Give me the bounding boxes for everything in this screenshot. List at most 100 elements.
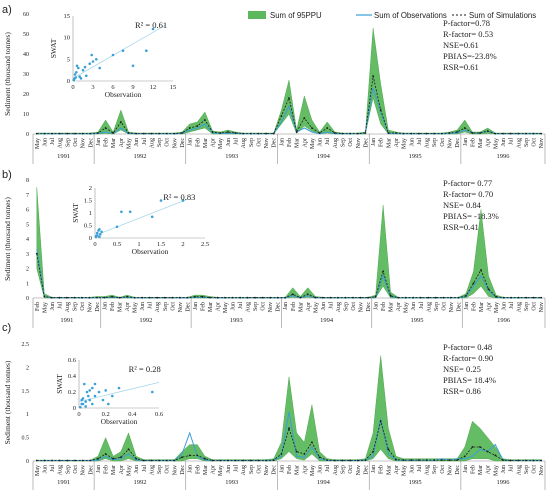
simulation-point bbox=[74, 459, 76, 462]
month-tick-label: Feb bbox=[381, 302, 387, 311]
inset-y-tick: 0 bbox=[73, 405, 76, 412]
month-tick-label: Jul bbox=[142, 465, 148, 472]
simulation-point bbox=[97, 132, 99, 134]
inset-point bbox=[73, 73, 77, 76]
simulation-point bbox=[433, 132, 436, 135]
month-tick-label: Jul bbox=[234, 138, 240, 145]
y-axis-label: Sediment (thousand tonnes) bbox=[3, 197, 12, 281]
simulation-point bbox=[457, 296, 460, 299]
month-tick-label: Nov bbox=[359, 302, 365, 312]
month-tick-label: Apr bbox=[306, 302, 312, 311]
simulation-point bbox=[135, 132, 138, 135]
simulation-point bbox=[224, 296, 226, 299]
simulation-point bbox=[495, 295, 497, 298]
simulation-point bbox=[216, 296, 219, 299]
month-tick-label: Dec bbox=[185, 302, 191, 312]
simulation-point bbox=[532, 459, 535, 462]
month-tick-label: Feb bbox=[470, 465, 476, 474]
month-tick-label: Feb bbox=[287, 138, 293, 147]
simulation-point bbox=[265, 459, 267, 462]
simulation-point bbox=[150, 459, 153, 462]
simulation-point bbox=[173, 459, 176, 462]
simulation-point bbox=[142, 459, 145, 462]
simulation-point bbox=[66, 132, 69, 135]
inset-point bbox=[79, 405, 82, 409]
simulation-point bbox=[188, 454, 191, 457]
simulation-point bbox=[291, 293, 294, 296]
simulation-point bbox=[372, 450, 374, 453]
simulation-point bbox=[272, 459, 275, 461]
simulation-point bbox=[165, 132, 168, 135]
y-tick-label: 1 bbox=[26, 412, 29, 418]
month-tick-label: Aug bbox=[241, 138, 247, 148]
inset-point bbox=[99, 233, 102, 236]
inset-point bbox=[150, 215, 154, 219]
simulation-point bbox=[395, 132, 397, 134]
month-tick-label: Jan bbox=[371, 465, 377, 473]
simulation-point bbox=[81, 296, 83, 299]
month-tick-label: Feb bbox=[104, 138, 110, 147]
y-tick-label: 50 bbox=[23, 32, 29, 38]
simulation-point bbox=[148, 296, 151, 299]
simulation-point bbox=[379, 109, 382, 111]
year-label: 1994 bbox=[317, 153, 331, 160]
simulation-point bbox=[66, 459, 69, 462]
simulation-point bbox=[344, 296, 347, 299]
month-tick-label: Jan bbox=[103, 302, 109, 310]
simulation-point bbox=[303, 453, 306, 455]
simulation-point bbox=[303, 117, 306, 119]
month-tick-label: Sep bbox=[157, 138, 163, 147]
month-tick-label: May bbox=[35, 138, 41, 149]
stat-line: RSR= 0.86 bbox=[443, 386, 481, 396]
simulation-point bbox=[356, 132, 359, 135]
simulation-point bbox=[372, 75, 374, 77]
month-tick-label: Apr bbox=[211, 465, 217, 474]
month-tick-label: Feb bbox=[35, 302, 41, 311]
y-tick-label: 0 bbox=[26, 132, 29, 138]
simulation-point bbox=[364, 132, 367, 134]
simulation-point bbox=[442, 296, 445, 299]
simulation-point bbox=[356, 459, 359, 462]
simulation-point bbox=[364, 459, 367, 461]
month-tick-label: Jan bbox=[279, 465, 285, 473]
inset-y-tick: 0 bbox=[67, 78, 70, 85]
month-tick-label: Jul bbox=[148, 302, 154, 309]
month-tick-label: May bbox=[402, 138, 408, 149]
month-tick-label: Nov bbox=[539, 138, 545, 148]
month-tick-label: Nov bbox=[88, 302, 94, 312]
simulation-point bbox=[479, 446, 481, 448]
simulation-point bbox=[540, 459, 543, 462]
legend-obs-label: Sum of Observations bbox=[374, 11, 447, 20]
month-tick-label: Jan bbox=[464, 302, 470, 310]
month-tick-label: Sep bbox=[344, 302, 350, 311]
month-tick-label: May bbox=[218, 465, 224, 476]
simulation-point bbox=[171, 296, 174, 299]
inset-y-tick: 5 bbox=[67, 56, 70, 63]
legend-sim-label: Sum of Simulations bbox=[469, 11, 536, 20]
month-tick-label: Jun bbox=[409, 138, 415, 146]
simulation-point bbox=[156, 296, 159, 299]
inset-point bbox=[100, 230, 103, 234]
month-tick-label: Aug bbox=[516, 465, 522, 475]
simulation-point bbox=[425, 459, 428, 461]
month-tick-label: Jan bbox=[279, 138, 285, 146]
inset-x-tick: 0.6 bbox=[155, 411, 164, 418]
month-tick-label: Jun bbox=[226, 465, 232, 473]
year-label: 1996 bbox=[497, 153, 511, 160]
panel-c: c) Sediment (thousand tonnes) 0 0.5 1 1.5 2 2.5… bbox=[2, 322, 546, 490]
year-label: 1992 bbox=[134, 479, 147, 486]
month-tick-label: Aug bbox=[426, 302, 432, 312]
month-tick-label: Dec bbox=[272, 465, 278, 475]
month-tick-label: Nov bbox=[356, 465, 362, 475]
simulation-point bbox=[51, 132, 53, 135]
simulation-point bbox=[50, 296, 53, 299]
stat-line: NSE= 0.25 bbox=[443, 364, 481, 374]
simulation-point bbox=[334, 132, 336, 134]
simulations-series bbox=[36, 253, 542, 299]
inset-x-label: Observation bbox=[101, 417, 138, 426]
month-tick-label: Mar bbox=[386, 138, 392, 148]
month-tick-label: Nov bbox=[81, 138, 87, 148]
legend-band-swatch bbox=[248, 11, 266, 19]
month-tick-label: Nov bbox=[448, 138, 454, 148]
month-tick-label: Apr bbox=[486, 465, 492, 474]
